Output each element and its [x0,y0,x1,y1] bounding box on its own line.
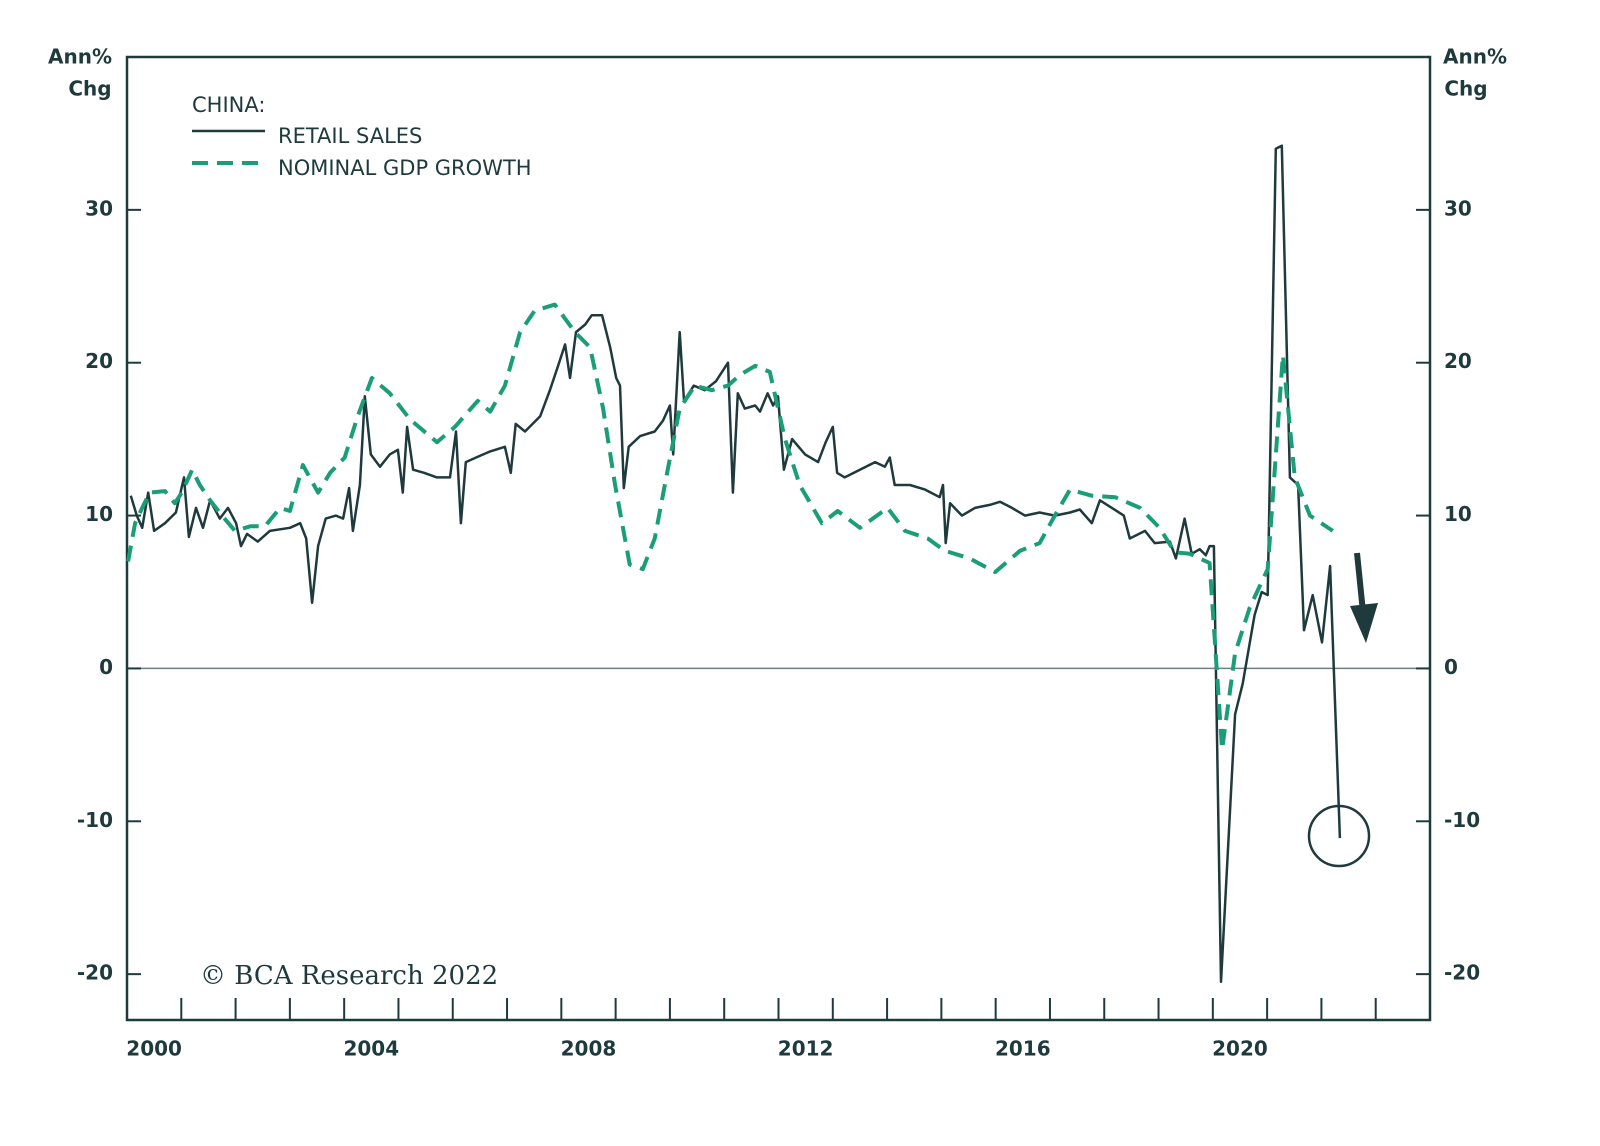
x-tick-label: 2000 [126,1037,182,1061]
legend-label: RETAIL SALES [278,124,422,148]
x-tick-label: 2012 [778,1037,834,1061]
legend-title: CHINA: [192,93,265,117]
y-axis-label: Chg [68,77,111,101]
y-tick-label: -20 [77,961,113,985]
y2-axis-label: Chg [1444,77,1487,101]
y-tick-label: 20 [85,349,113,373]
down-arrow [1350,552,1378,643]
y2-tick-label: 20 [1444,349,1472,373]
y2-tick-label: 10 [1444,502,1472,526]
x-tick-label: 2008 [561,1037,617,1061]
plot-frame [125,55,1432,1022]
y2-tick-label: -10 [1444,808,1480,832]
series-line [129,144,1342,984]
x-tick-label: 2004 [343,1037,399,1061]
y-tick-label: -10 [77,808,113,832]
y2-tick-label: 30 [1444,196,1472,220]
y2-tick-label: 0 [1444,655,1458,679]
y-tick-label: 30 [85,196,113,220]
y-axis-label: Ann% [48,45,112,69]
y-tick-label: 10 [85,502,113,526]
y2-tick-label: -20 [1444,961,1480,985]
x-tick-label: 2020 [1212,1037,1268,1061]
y2-axis-label: Ann% [1443,45,1507,69]
source: © BCA Research 2022 [200,961,498,991]
y-tick-label: 0 [99,655,113,679]
legend-label: NOMINAL GDP GROWTH [278,156,532,180]
series-line [126,302,1334,752]
x-tick-label: 2016 [995,1037,1051,1061]
